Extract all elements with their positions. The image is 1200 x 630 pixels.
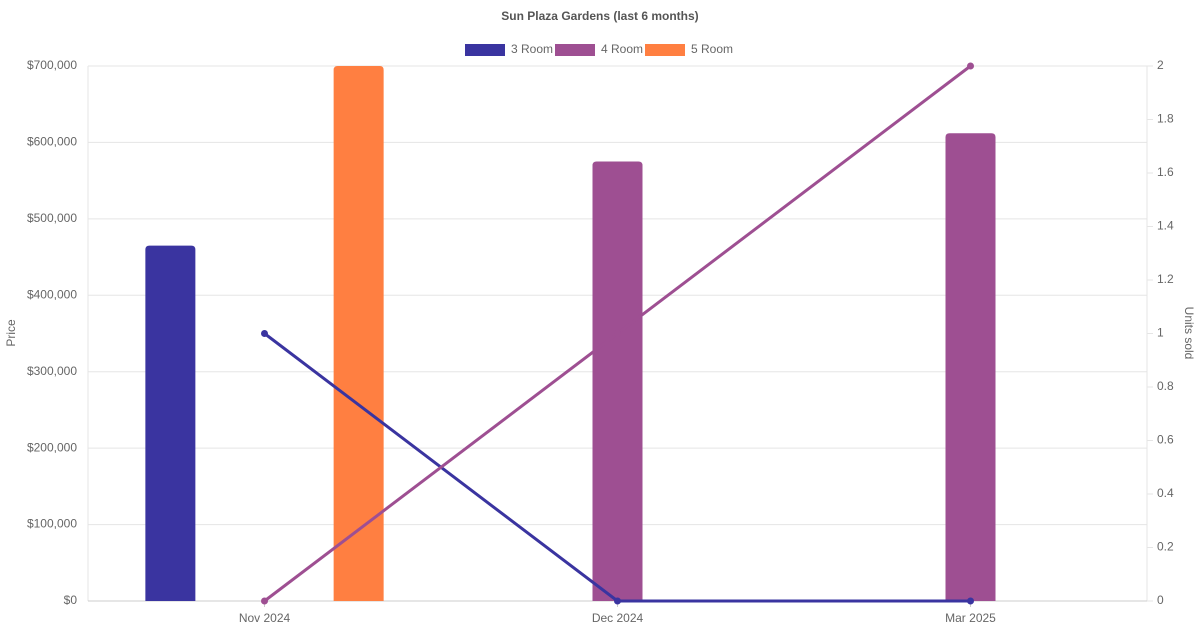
units-point [967, 62, 974, 70]
y2-tick-label: 1.6 [1157, 165, 1174, 179]
y-tick-label: $300,000 [27, 364, 77, 378]
x-tick-label: Mar 2025 [945, 611, 996, 625]
y2-tick-label: 1.8 [1157, 112, 1174, 126]
x-tick-label: Nov 2024 [239, 611, 291, 625]
y2-tick-label: 0.2 [1157, 540, 1174, 554]
y-tick-label: $400,000 [27, 287, 77, 301]
y-tick-label: $0 [64, 593, 78, 607]
y-tick-label: $100,000 [27, 517, 77, 531]
bar [592, 161, 643, 602]
legend-label: 3 Room [511, 42, 553, 56]
y-tick-label: $600,000 [27, 135, 77, 149]
y2-tick-label: 2 [1157, 58, 1164, 72]
y-tick-label: $700,000 [27, 58, 77, 72]
bar [945, 133, 996, 601]
units-point [261, 330, 268, 337]
y2-tick-label: 0.8 [1157, 379, 1174, 393]
legend-swatch [465, 44, 505, 56]
legend-label: 5 Room [691, 42, 733, 56]
legend-swatch [555, 44, 595, 56]
y2-axis-title: Units sold [1182, 307, 1196, 360]
bar [145, 245, 196, 601]
units-point [967, 597, 974, 605]
y2-tick-label: 1.2 [1157, 272, 1174, 286]
legend-label: 4 Room [601, 42, 643, 56]
units-point [261, 597, 268, 605]
y2-tick-label: 0.4 [1157, 486, 1174, 500]
units-point [614, 597, 621, 605]
units-point [614, 330, 621, 337]
y-tick-label: $500,000 [27, 211, 77, 225]
chart-title: Sun Plaza Gardens (last 6 months) [501, 9, 698, 23]
x-tick-label: Dec 2024 [592, 611, 644, 625]
bar [333, 66, 384, 601]
y2-tick-label: 0 [1157, 593, 1164, 607]
y-tick-label: $200,000 [27, 440, 77, 454]
y2-tick-label: 1 [1157, 326, 1164, 340]
y-axis-title: Price [4, 319, 18, 347]
legend-swatch [645, 44, 685, 56]
y2-tick-label: 1.4 [1157, 219, 1174, 233]
y2-tick-label: 0.6 [1157, 433, 1174, 447]
